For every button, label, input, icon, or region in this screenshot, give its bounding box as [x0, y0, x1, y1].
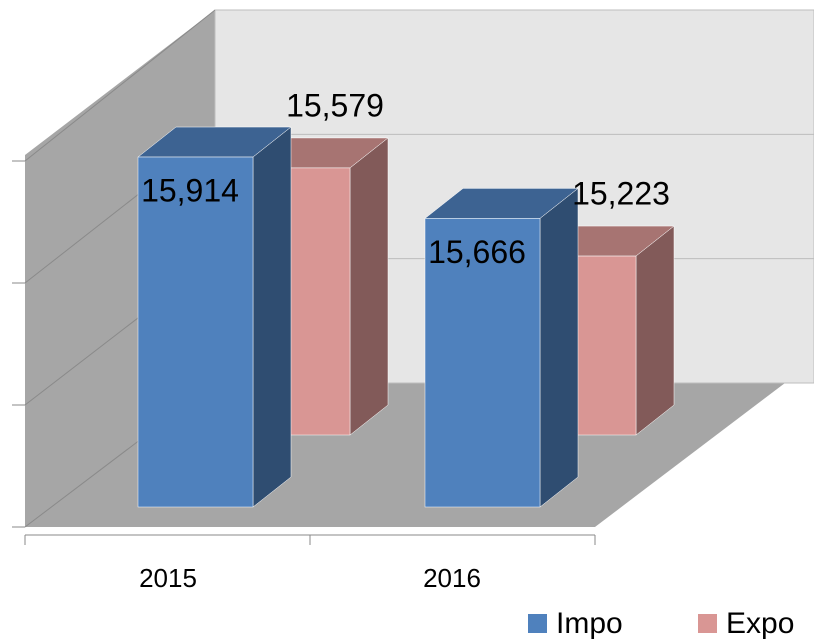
bar-side: [252, 126, 292, 508]
bar: [424, 218, 541, 508]
data-label: 15,666: [428, 234, 526, 270]
bar-side: [539, 187, 579, 508]
data-label: 15,223: [572, 176, 670, 212]
bar-side: [635, 225, 675, 436]
x-tick-label: 2016: [423, 563, 481, 593]
legend-swatch: [698, 614, 717, 633]
legend-label: Impo: [556, 607, 623, 640]
data-label: 15,579: [286, 87, 384, 123]
bar-side: [349, 137, 389, 436]
x-tick-label: 2015: [139, 563, 197, 593]
bar: [137, 156, 254, 508]
grid-line: [24, 9, 216, 162]
legend-label: Expo: [726, 607, 794, 640]
data-label: 15,914: [141, 172, 239, 208]
legend-swatch: [528, 614, 547, 633]
